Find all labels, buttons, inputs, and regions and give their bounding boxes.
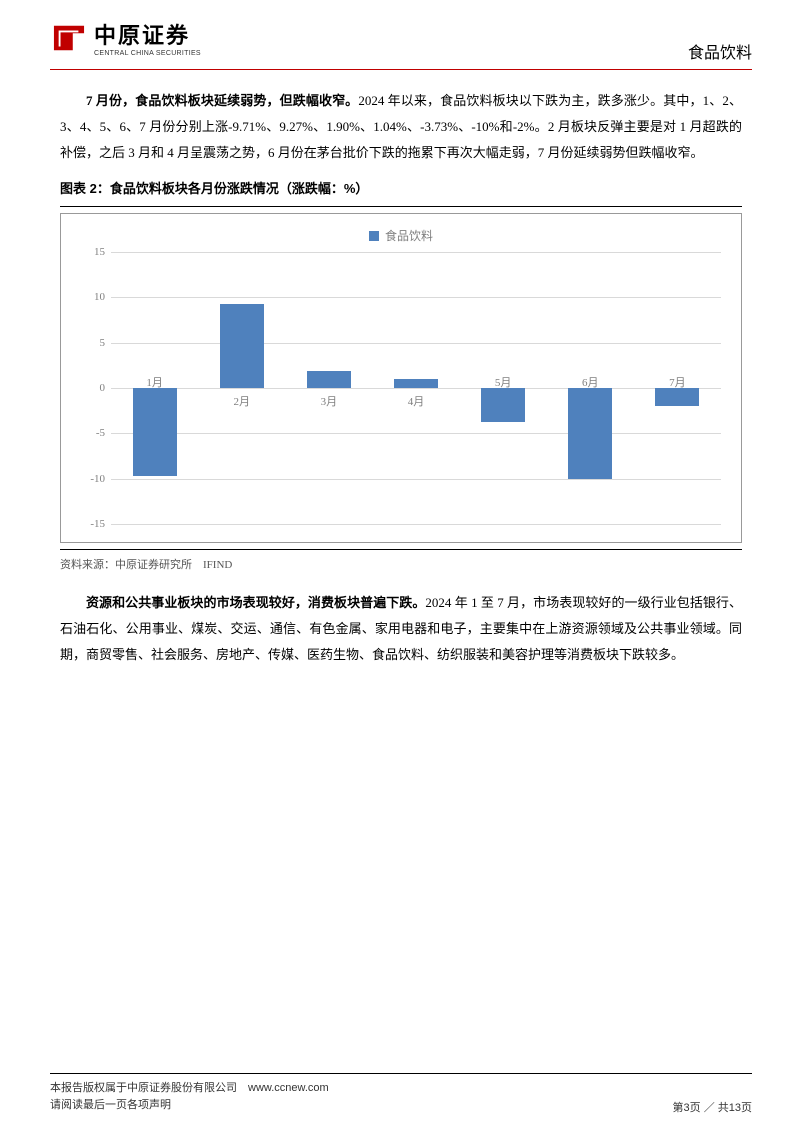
footer-disclaimer: 请阅读最后一页各项声明 (50, 1097, 329, 1115)
company-logo: 中原证券 CENTRAL CHINA SECURITIES (50, 18, 201, 57)
chart-bar (307, 371, 351, 388)
y-axis-label: 5 (77, 332, 105, 354)
gridline (111, 297, 721, 298)
gridline (111, 388, 721, 389)
page-header: 中原证券 CENTRAL CHINA SECURITIES 食品饮料 (50, 0, 752, 70)
plot-area: -15-10-50510151月2月3月4月5月6月7月 (111, 252, 721, 524)
gridline (111, 343, 721, 344)
legend-swatch-icon (369, 231, 379, 241)
gridline (111, 479, 721, 480)
sector-label: 食品饮料 (688, 39, 752, 63)
chart-title: 图表 2：食品饮料板块各月份涨跌情况（涨跌幅：%） (60, 176, 742, 202)
y-axis-label: -10 (77, 468, 105, 490)
y-axis-label: 0 (77, 377, 105, 399)
chart-bar (394, 379, 438, 388)
page-number: 第3页 ／ 共13页 (673, 1099, 752, 1115)
chart-source: 资料来源：中原证券研究所 IFIND (60, 554, 742, 576)
y-axis-label: 15 (77, 241, 105, 263)
logo-text-cn: 中原证券 (94, 18, 201, 50)
gridline (111, 524, 721, 525)
x-axis-label: 4月 (408, 391, 425, 413)
y-axis-label: -5 (77, 422, 105, 444)
footer-copyright: 本报告版权属于中原证券股份有限公司 www.ccnew.com (50, 1080, 329, 1098)
x-axis-label: 2月 (233, 391, 250, 413)
chart-bar (220, 304, 264, 388)
gridline (111, 252, 721, 253)
gridline (111, 433, 721, 434)
para2-bold: 资源和公共事业板块的市场表现较好，消费板块普遍下跌。 (86, 595, 425, 610)
chart-plot: 食品饮料 -15 -10 -5 0 5 10 15 1月 2月 3月 4月 5月 6月 7月 (60, 213, 742, 543)
main-content: 7 月份，食品饮料板块延续弱势，但跌幅收窄。2024 年以来，食品饮料板块以下跌… (0, 70, 802, 668)
y-axis-label: 10 (77, 286, 105, 308)
chart-container: 食品饮料 -15 -10 -5 0 5 10 15 1月 2月 3月 4月 5月 6月 7月 (60, 206, 742, 550)
legend-label: 食品饮料 (385, 224, 433, 248)
chart-bar (133, 388, 177, 476)
x-axis-label: 1月 (146, 372, 163, 394)
para1-bold: 7 月份，食品饮料板块延续弱势，但跌幅收窄。 (86, 93, 358, 108)
logo-text-en: CENTRAL CHINA SECURITIES (94, 50, 201, 57)
x-axis-label: 6月 (582, 372, 599, 394)
x-axis-label: 7月 (669, 372, 686, 394)
paragraph-2: 资源和公共事业板块的市场表现较好，消费板块普遍下跌。2024 年 1 至 7 月… (60, 590, 742, 668)
logo-icon (50, 22, 88, 54)
chart-bar (568, 388, 612, 479)
y-axis-label: -15 (77, 513, 105, 535)
page-footer: 本报告版权属于中原证券股份有限公司 www.ccnew.com 请阅读最后一页各… (50, 1073, 752, 1115)
x-axis-label: 3月 (321, 391, 338, 413)
x-axis-label: 5月 (495, 372, 512, 394)
chart-legend: 食品饮料 (369, 224, 433, 248)
paragraph-1: 7 月份，食品饮料板块延续弱势，但跌幅收窄。2024 年以来，食品饮料板块以下跌… (60, 88, 742, 166)
